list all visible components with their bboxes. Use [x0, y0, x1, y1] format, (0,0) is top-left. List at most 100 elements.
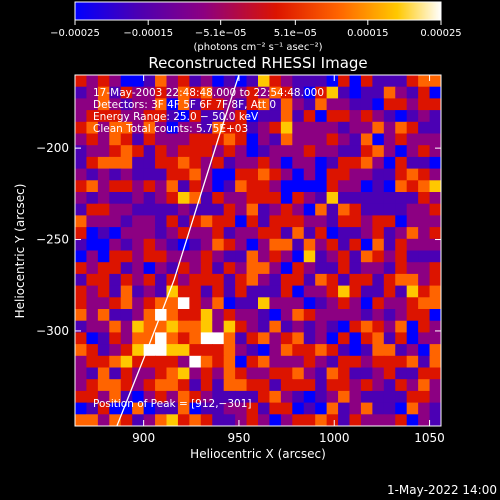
heatmap-cell [200, 344, 213, 357]
heatmap-cell [166, 227, 179, 240]
heatmap-cell [75, 379, 88, 392]
heatmap-cell [349, 75, 362, 88]
heatmap-cell [280, 156, 293, 170]
heatmap-cell [200, 110, 213, 123]
heatmap-cell [292, 285, 305, 298]
heatmap-cell [258, 98, 271, 111]
heatmap-cell [97, 180, 110, 193]
heatmap-cell [189, 98, 202, 111]
heatmap-cell [166, 250, 179, 263]
heatmap-cell [406, 98, 419, 111]
heatmap-cell [200, 145, 213, 158]
heatmap-cell [132, 414, 145, 426]
heatmap-cell [189, 355, 202, 369]
heatmap-cell [349, 121, 362, 135]
heatmap-cell [246, 75, 259, 88]
heatmap-cell [109, 227, 122, 240]
heatmap-cell [360, 110, 373, 123]
heatmap-cell [97, 168, 110, 181]
heatmap-cell [360, 390, 373, 404]
heatmap-cell [372, 355, 385, 369]
heatmap-cell [326, 344, 339, 357]
heatmap-cell [143, 110, 156, 123]
heatmap-cell [212, 379, 225, 392]
heatmap-cell [132, 86, 145, 99]
heatmap-cell [143, 390, 156, 404]
heatmap-cell [383, 156, 396, 170]
heatmap-cell [177, 285, 190, 298]
heatmap-cell [200, 250, 213, 263]
heatmap-cell [406, 344, 419, 357]
heatmap-cell [258, 355, 271, 369]
heatmap-cell [315, 332, 328, 345]
heatmap-cell [395, 332, 408, 345]
heatmap-cell [97, 367, 110, 380]
heatmap-cell [349, 238, 362, 252]
heatmap-cell [349, 344, 362, 357]
heatmap-cell [166, 414, 179, 426]
heatmap-cell [97, 402, 110, 415]
heatmap-cell [258, 75, 271, 88]
heatmap-cell [223, 192, 236, 205]
heatmap-cell [395, 145, 408, 158]
heatmap-cell [315, 156, 328, 170]
heatmap-cell [372, 344, 385, 357]
heatmap-cell [132, 390, 145, 404]
heatmap-cell [349, 227, 362, 240]
heatmap-cell [418, 110, 431, 123]
heatmap-cell [200, 238, 213, 252]
heatmap-cell [109, 262, 122, 275]
heatmap-cell [315, 309, 328, 322]
heatmap-cell [223, 250, 236, 263]
heatmap-cell [246, 402, 259, 415]
heatmap-cell [143, 203, 156, 216]
heatmap-cell [383, 227, 396, 240]
heatmap-cell [200, 215, 213, 228]
heatmap-cell [326, 355, 339, 369]
heatmap-cell [280, 273, 293, 287]
heatmap-cell [303, 320, 316, 333]
heatmap-cell [326, 238, 339, 252]
heatmap-cell [269, 86, 282, 99]
heatmap-cell [75, 145, 88, 158]
heatmap-cell [395, 402, 408, 415]
heatmap-cell [132, 180, 145, 193]
heatmap-cell [406, 320, 419, 333]
heatmap-cell [406, 414, 419, 426]
heatmap-cell [418, 203, 431, 216]
heatmap-cell [383, 390, 396, 404]
heatmap-cell [166, 192, 179, 205]
heatmap-cell [280, 402, 293, 415]
heatmap-cell [349, 379, 362, 392]
heatmap-cell [395, 98, 408, 111]
heatmap-cell [75, 180, 88, 193]
heatmap-cell [120, 192, 133, 205]
heatmap-cell [315, 133, 328, 146]
heatmap-cell [235, 156, 248, 170]
heatmap-cell [372, 168, 385, 181]
heatmap-cell [75, 133, 88, 146]
heatmap-cell [223, 344, 236, 357]
heatmap-cell [200, 262, 213, 275]
heatmap-cell [292, 110, 305, 123]
heatmap-cell [223, 203, 236, 216]
heatmap-cell [269, 145, 282, 158]
heatmap-cell [120, 168, 133, 181]
heatmap-cell [383, 110, 396, 123]
heatmap-cell [418, 344, 431, 357]
heatmap-cell [155, 168, 168, 181]
heatmap-cell [292, 215, 305, 228]
heatmap-cell [109, 238, 122, 252]
heatmap-cell [235, 121, 248, 135]
heatmap-cell [315, 390, 328, 404]
heatmap-cell [155, 215, 168, 228]
heatmap-cell [166, 238, 179, 252]
heatmap-cell [86, 390, 99, 404]
heatmap-cell [246, 390, 259, 404]
heatmap-cell [395, 75, 408, 88]
y-axis-label: Heliocentric Y (arcsec) [13, 184, 27, 319]
heatmap-cell [383, 238, 396, 252]
heatmap-cell [132, 297, 145, 310]
heatmap-cell [75, 250, 88, 263]
heatmap-cell [177, 379, 190, 392]
